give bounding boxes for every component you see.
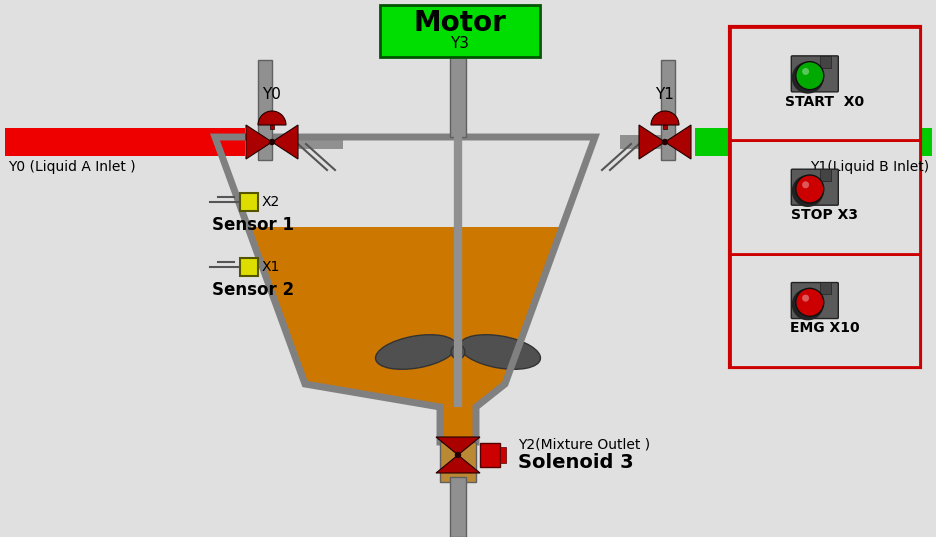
- Bar: [440, 442, 475, 482]
- Circle shape: [270, 140, 274, 144]
- Bar: [729, 253, 919, 367]
- Bar: [479, 443, 500, 467]
- Text: Solenoid 3: Solenoid 3: [518, 454, 633, 473]
- Bar: [257, 60, 271, 160]
- Bar: [660, 60, 674, 160]
- Text: Y3: Y3: [450, 37, 469, 52]
- Bar: [819, 282, 830, 294]
- Bar: [5, 128, 244, 156]
- Ellipse shape: [459, 335, 540, 369]
- Polygon shape: [246, 125, 271, 159]
- Text: Y1: Y1: [655, 87, 674, 102]
- Circle shape: [791, 62, 823, 93]
- Polygon shape: [271, 125, 298, 159]
- FancyBboxPatch shape: [791, 169, 838, 205]
- Bar: [663, 125, 666, 129]
- Circle shape: [801, 182, 809, 188]
- Bar: [620, 135, 669, 149]
- Bar: [270, 125, 273, 129]
- Bar: [293, 135, 343, 149]
- FancyBboxPatch shape: [791, 282, 838, 318]
- Circle shape: [455, 453, 460, 458]
- Text: START  X0: START X0: [784, 95, 864, 108]
- Bar: [240, 193, 257, 211]
- Text: Y0 (Liquid A Inlet ): Y0 (Liquid A Inlet ): [8, 160, 136, 174]
- Circle shape: [795, 288, 823, 316]
- Bar: [729, 140, 919, 253]
- Wedge shape: [651, 111, 679, 125]
- Text: STOP X3: STOP X3: [791, 208, 857, 222]
- Text: Motor: Motor: [413, 9, 505, 37]
- Bar: [380, 5, 539, 57]
- Circle shape: [801, 68, 809, 75]
- Circle shape: [791, 288, 823, 321]
- Circle shape: [801, 295, 809, 302]
- Bar: [240, 258, 257, 276]
- Bar: [819, 56, 830, 68]
- Polygon shape: [665, 125, 690, 159]
- Bar: [500, 447, 505, 463]
- Text: X1: X1: [262, 260, 280, 274]
- Circle shape: [791, 175, 823, 207]
- Text: EMG X10: EMG X10: [789, 321, 859, 335]
- Text: Y1(Liquid B Inlet): Y1(Liquid B Inlet): [809, 160, 928, 174]
- Polygon shape: [247, 227, 562, 442]
- Circle shape: [795, 62, 823, 90]
- Circle shape: [450, 345, 464, 359]
- Text: Sensor 1: Sensor 1: [212, 216, 294, 234]
- Polygon shape: [435, 455, 479, 473]
- Bar: [449, 47, 465, 137]
- Text: Y0: Y0: [262, 87, 281, 102]
- Bar: [729, 27, 919, 367]
- Ellipse shape: [375, 335, 456, 369]
- Bar: [729, 27, 919, 140]
- Circle shape: [795, 175, 823, 203]
- Wedge shape: [257, 111, 285, 125]
- Text: Sensor 2: Sensor 2: [212, 281, 294, 299]
- Bar: [819, 169, 830, 181]
- Text: X2: X2: [262, 195, 280, 209]
- FancyBboxPatch shape: [791, 56, 838, 92]
- Text: Y2(Mixture Outlet ): Y2(Mixture Outlet ): [518, 438, 650, 452]
- Bar: [695, 128, 931, 156]
- Bar: [449, 477, 465, 537]
- Polygon shape: [638, 125, 665, 159]
- Circle shape: [662, 140, 666, 144]
- Polygon shape: [435, 437, 479, 455]
